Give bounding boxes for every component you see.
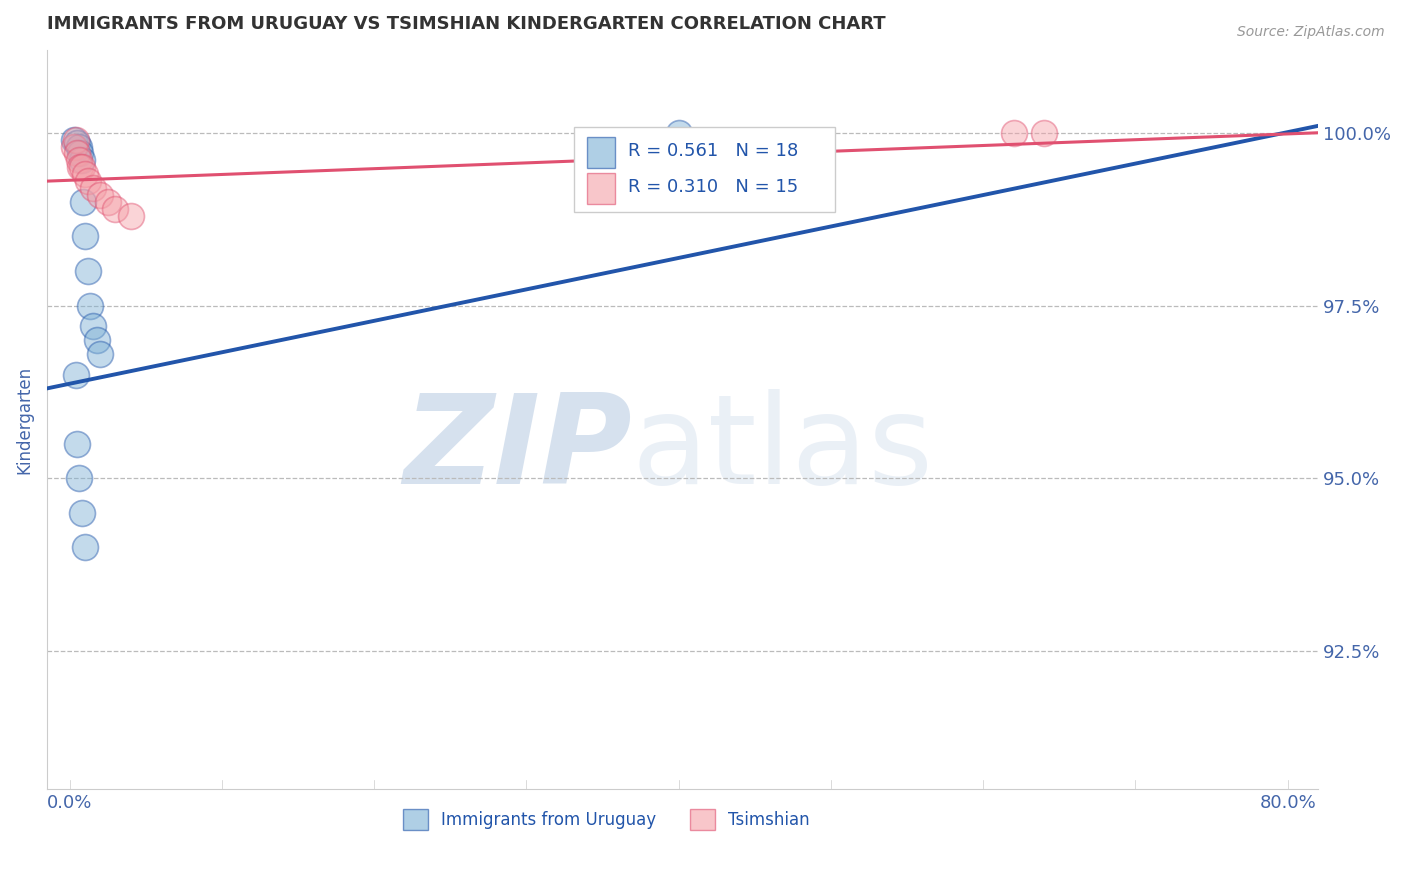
- Point: [77, 174, 100, 188]
- Point: [66, 136, 89, 150]
- Point: [66, 436, 89, 450]
- Text: Source: ZipAtlas.com: Source: ZipAtlas.com: [1237, 25, 1385, 39]
- Point: [72, 194, 94, 209]
- Y-axis label: Kindergarten: Kindergarten: [15, 366, 32, 474]
- Text: ZIP: ZIP: [404, 389, 631, 509]
- Point: [97, 194, 120, 209]
- Point: [120, 209, 142, 223]
- Point: [73, 541, 96, 555]
- Point: [73, 167, 96, 181]
- Point: [63, 139, 86, 153]
- Point: [73, 229, 96, 244]
- Point: [67, 471, 90, 485]
- Point: [67, 153, 90, 168]
- Point: [1033, 126, 1056, 140]
- Point: [79, 298, 101, 312]
- Point: [67, 139, 90, 153]
- Point: [82, 319, 104, 334]
- Text: atlas: atlas: [631, 389, 934, 509]
- Point: [104, 202, 127, 216]
- Text: R = 0.561   N = 18: R = 0.561 N = 18: [628, 142, 799, 161]
- FancyBboxPatch shape: [575, 128, 835, 212]
- Point: [66, 146, 89, 161]
- Point: [89, 347, 111, 361]
- Point: [65, 133, 87, 147]
- Point: [70, 153, 93, 168]
- Point: [63, 133, 86, 147]
- Point: [70, 161, 93, 175]
- Text: R = 0.310   N = 15: R = 0.310 N = 15: [628, 178, 799, 196]
- Legend: Immigrants from Uruguay, Tsimshian: Immigrants from Uruguay, Tsimshian: [396, 803, 817, 837]
- Point: [668, 126, 690, 140]
- Point: [69, 161, 91, 175]
- Point: [77, 264, 100, 278]
- Point: [65, 368, 87, 382]
- Text: IMMIGRANTS FROM URUGUAY VS TSIMSHIAN KINDERGARTEN CORRELATION CHART: IMMIGRANTS FROM URUGUAY VS TSIMSHIAN KIN…: [46, 15, 886, 33]
- Bar: [588, 137, 616, 168]
- Point: [1002, 126, 1025, 140]
- Point: [89, 188, 111, 202]
- Point: [86, 333, 108, 347]
- Point: [70, 506, 93, 520]
- Point: [69, 146, 91, 161]
- Bar: [588, 172, 616, 203]
- Point: [82, 181, 104, 195]
